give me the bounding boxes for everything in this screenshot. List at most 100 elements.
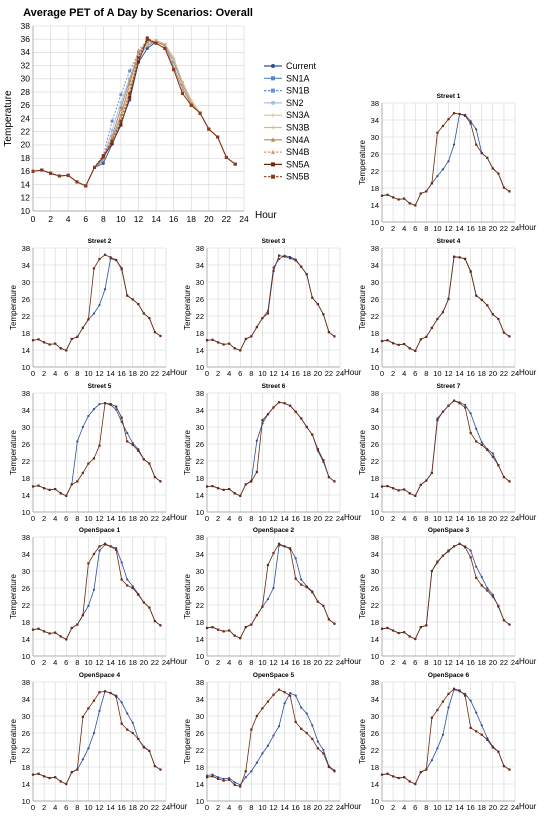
y-tick-label: 38 <box>371 678 379 687</box>
data-point <box>37 484 40 487</box>
y-tick-label: 14 <box>22 635 30 644</box>
data-point <box>137 303 140 306</box>
y-tick-label: 14 <box>371 201 379 210</box>
data-point <box>469 726 472 729</box>
series-sn5a <box>380 255 511 352</box>
x-tick-label: 24 <box>336 514 344 523</box>
data-point <box>464 403 467 406</box>
data-point <box>37 627 40 630</box>
series-current <box>31 402 162 497</box>
x-tick-label: 12 <box>444 803 452 812</box>
series-current <box>380 688 511 786</box>
data-point <box>81 614 84 617</box>
data-point <box>59 492 62 495</box>
data-point <box>469 270 472 273</box>
x-tick-label: 2 <box>391 514 395 523</box>
data-point <box>159 480 162 483</box>
data-point <box>120 416 123 419</box>
data-point <box>148 606 151 609</box>
y-tick-label: 22 <box>196 312 204 321</box>
series-sn5a <box>31 253 162 352</box>
x-tick-label: 0 <box>205 803 209 812</box>
data-point <box>475 576 478 579</box>
data-point <box>119 107 123 111</box>
y-tick-label: 10 <box>22 508 30 517</box>
data-point <box>497 464 500 467</box>
series-line <box>381 400 510 497</box>
data-point <box>109 545 112 548</box>
y-tick-label: 22 <box>22 312 30 321</box>
x-tick-label: 6 <box>413 369 417 378</box>
x-tick-label: 16 <box>466 224 474 233</box>
data-point <box>419 338 422 341</box>
x-tick-label: 12 <box>444 224 452 233</box>
legend-marker <box>271 64 275 68</box>
legend-item: SN2 <box>264 98 304 108</box>
data-point <box>272 586 275 590</box>
data-point <box>255 470 258 474</box>
x-tick-label: 4 <box>227 658 231 667</box>
data-point <box>137 47 140 52</box>
y-axis-label: Temperature <box>183 430 192 475</box>
y-axis-label: Temperature <box>358 430 367 475</box>
y-tick-label: 14 <box>22 346 30 355</box>
x-tick-label: 0 <box>380 803 384 812</box>
data-point <box>81 758 84 761</box>
data-point <box>131 731 134 735</box>
legend-label: Current <box>286 61 317 71</box>
x-tick-label: 18 <box>129 803 137 812</box>
x-tick-label: 24 <box>511 369 519 378</box>
data-point <box>397 343 400 346</box>
data-point <box>137 737 140 741</box>
y-tick-label: 38 <box>371 99 379 108</box>
x-tick-label: 6 <box>413 658 417 667</box>
data-point <box>480 298 483 301</box>
data-point <box>480 733 483 736</box>
legend-label: SN5B <box>286 172 310 182</box>
data-point <box>414 204 417 207</box>
x-tick-label: 12 <box>95 369 103 378</box>
data-point <box>159 624 162 627</box>
data-point <box>115 405 118 408</box>
data-point <box>391 629 395 632</box>
data-point <box>316 303 319 306</box>
data-point <box>205 774 209 777</box>
data-point <box>277 254 281 257</box>
y-tick-label: 10 <box>371 218 379 227</box>
data-point <box>250 770 253 773</box>
legend-item: SN3A <box>264 110 310 120</box>
data-point <box>441 311 445 314</box>
data-point <box>403 197 406 200</box>
data-point <box>228 778 231 781</box>
y-tick-label: 26 <box>371 440 379 449</box>
panel-title: Street 4 <box>437 238 461 245</box>
series-sn5a <box>205 542 336 640</box>
panel-title: OpenSpace 5 <box>253 672 295 679</box>
data-point <box>414 782 417 786</box>
data-point <box>469 122 472 125</box>
y-tick-label: 38 <box>22 389 30 398</box>
x-tick-label: 12 <box>134 214 144 224</box>
legend-label: SN3B <box>286 123 310 133</box>
legend-marker <box>271 113 275 118</box>
x-tick-label: 18 <box>478 369 486 378</box>
data-point <box>261 752 264 755</box>
x-tick-label: 4 <box>402 658 406 667</box>
data-point <box>87 707 90 710</box>
y-tick-label: 14 <box>196 346 204 355</box>
data-point <box>59 635 62 638</box>
data-point <box>120 701 123 704</box>
data-point <box>261 419 264 422</box>
x-tick-label: 4 <box>53 514 57 523</box>
data-point <box>54 342 57 345</box>
y-tick-label: 38 <box>22 678 30 687</box>
data-point <box>386 772 389 775</box>
data-point <box>464 546 467 549</box>
y-tick-label: 18 <box>22 763 30 772</box>
data-point <box>66 173 70 177</box>
data-point <box>300 727 303 730</box>
data-point <box>464 692 467 696</box>
